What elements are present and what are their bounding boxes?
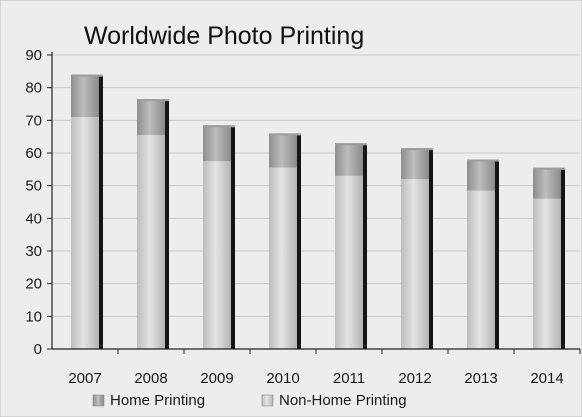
x-tick-label: 2009 — [200, 370, 233, 387]
bar-home-printing — [401, 148, 429, 180]
bar-cap — [401, 148, 433, 151]
bar-home-printing — [467, 159, 495, 191]
bar-cap — [203, 125, 235, 128]
x-tick-label: 2014 — [530, 370, 563, 387]
bar-cap — [335, 143, 367, 146]
y-tick-label: 10 — [25, 308, 42, 325]
y-tick-label: 60 — [25, 145, 42, 162]
y-tick-label: 30 — [25, 243, 42, 260]
bar-shadow — [297, 135, 301, 349]
y-tick-label: 40 — [25, 210, 42, 227]
y-tick-label: 50 — [25, 178, 42, 195]
bar-non-home-printing — [401, 179, 429, 349]
bars — [71, 74, 565, 349]
legend: Home Printing Non-Home Printing — [92, 392, 407, 409]
y-tick-label: 70 — [25, 112, 42, 129]
bar-shadow — [363, 145, 367, 349]
bar-home-printing — [269, 133, 297, 168]
chart-title: Worldwide Photo Printing — [84, 22, 364, 50]
bar-cap — [71, 74, 103, 77]
legend-label: Non-Home Printing — [279, 392, 407, 409]
bar-non-home-printing — [71, 117, 99, 349]
bar-non-home-printing — [467, 190, 495, 349]
x-tick-label: 2013 — [464, 370, 497, 387]
bar-non-home-printing — [533, 198, 561, 349]
x-tick-label: 2010 — [266, 370, 299, 387]
bar-shadow — [165, 101, 169, 349]
bar-cap — [467, 159, 499, 162]
bar-cap — [533, 167, 565, 170]
bar-home-printing — [533, 167, 561, 199]
bar-non-home-printing — [203, 161, 231, 349]
bar-non-home-printing — [269, 167, 297, 349]
bar-home-printing — [335, 143, 363, 176]
bar-shadow — [561, 169, 565, 349]
bar-shadow — [99, 76, 103, 349]
bar-non-home-printing — [335, 175, 363, 349]
bar-home-printing — [137, 99, 165, 136]
x-tick-label: 2011 — [333, 370, 365, 387]
x-tick-label: 2007 — [68, 370, 101, 387]
y-tick-label: 20 — [25, 276, 42, 293]
y-tick-label: 80 — [25, 80, 42, 97]
bar-cap — [269, 133, 301, 136]
axes: 0 10 20 30 40 50 60 70 80 90 2007 2008 2009 2010 2011 2… — [25, 47, 581, 387]
x-tick-label: 2008 — [134, 370, 167, 387]
bar-cap — [137, 99, 169, 102]
legend-swatch — [261, 394, 274, 407]
y-tick-label: 0 — [34, 341, 42, 358]
legend-label: Home Printing — [110, 392, 205, 409]
bar-home-printing — [71, 74, 99, 118]
bar-shadow — [495, 161, 499, 349]
bar-shadow — [429, 150, 433, 349]
bar-non-home-printing — [137, 135, 165, 349]
legend-swatch — [92, 394, 105, 407]
x-tick-label: 2012 — [398, 370, 431, 387]
bar-shadow — [231, 127, 235, 349]
y-tick-label: 90 — [25, 47, 42, 64]
bar-home-printing — [203, 125, 231, 162]
